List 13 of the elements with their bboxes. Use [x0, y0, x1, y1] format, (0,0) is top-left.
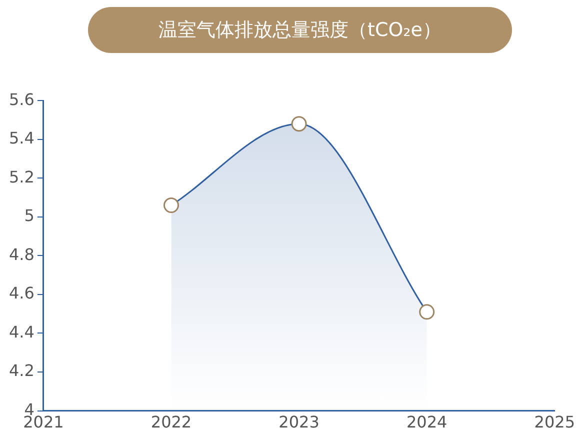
- chart-title: 温室气体排放总量强度（tCO₂e）: [88, 7, 512, 53]
- y-tick-label: 4.2: [8, 361, 34, 380]
- y-tick-label: 5: [24, 206, 34, 226]
- x-tick-label: 2022: [150, 412, 192, 432]
- y-tick-label: 4.6: [8, 284, 34, 303]
- y-tick-label: 5.4: [8, 128, 34, 148]
- y-tick-label: 5.2: [8, 167, 34, 186]
- x-tick-label: 2025: [534, 412, 575, 432]
- x-tick-label: 2023: [278, 412, 320, 432]
- y-tick-label: 4.8: [8, 244, 34, 264]
- x-tick-label: 2024: [406, 412, 448, 432]
- y-tick-label: 4.4: [8, 322, 34, 342]
- y-tick-label: 5.6: [8, 90, 34, 109]
